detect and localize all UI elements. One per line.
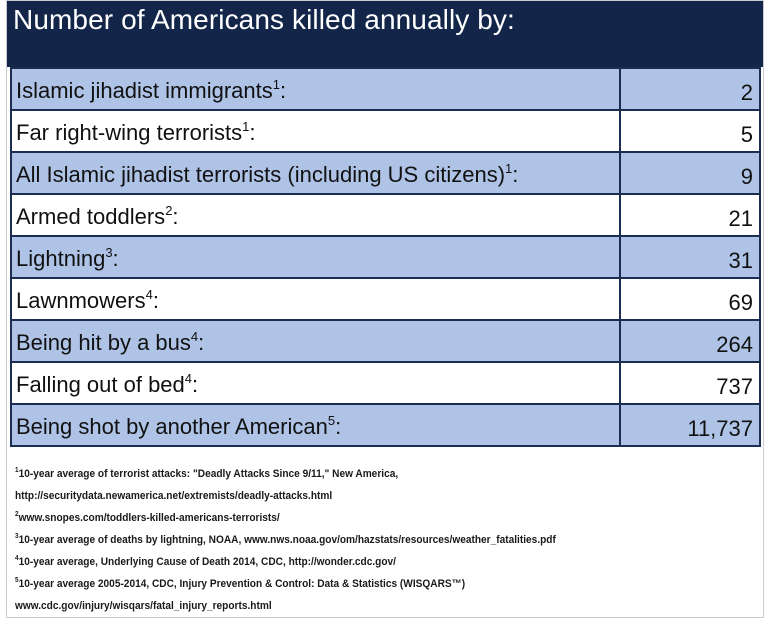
footnote-number: 4 — [15, 555, 19, 562]
row-label-colon: : — [512, 162, 519, 187]
footnote-text: 10-year average 2005-2014, CDC, Injury P… — [18, 578, 466, 590]
row-label-text: Armed toddlers — [16, 204, 166, 229]
footnote-number: 2 — [15, 511, 19, 518]
table-row: Lightning3: 31 — [10, 237, 761, 279]
footnote-ref: 4 — [184, 371, 193, 386]
row-label-text: All Islamic jihadist terrorists (includi… — [16, 162, 506, 187]
infographic: Number of Americans killed annually by: … — [6, 0, 764, 618]
footnote-ref: 4 — [145, 287, 153, 302]
row-value: 5 — [740, 122, 753, 147]
row-label: Lawnmowers4: — [16, 288, 159, 314]
row-value: 31 — [728, 248, 753, 273]
column-divider — [619, 69, 621, 109]
footnote-ref: 4 — [190, 329, 199, 344]
footnote-line: www.cdc.gov/injury/wisqars/fatal_injury_… — [15, 595, 696, 617]
column-divider — [619, 153, 621, 193]
row-label: Far right-wing terrorists1: — [16, 120, 256, 146]
column-divider — [619, 195, 621, 235]
row-label-text: Lightning — [16, 246, 106, 271]
row-label: Lightning3: — [16, 246, 119, 272]
row-label-text: Far right-wing terrorists — [16, 120, 243, 145]
footnote-line: http://securitydata.newamerica.net/extre… — [15, 485, 696, 507]
footnote-text: http://securitydata.newamerica.net/extre… — [15, 490, 333, 502]
row-value: 2 — [740, 80, 753, 105]
footnote-text: 10-year average of deaths by lightning, … — [18, 534, 556, 546]
footnote-line: 510-year average 2005-2014, CDC, Injury … — [15, 573, 696, 595]
row-label-colon: : — [152, 288, 159, 313]
row-label-colon: : — [335, 414, 342, 439]
table-row: Lawnmowers4: 69 — [10, 279, 761, 321]
table-row: Islamic jihadist immigrants1: 2 — [10, 69, 761, 111]
row-label-text: Being shot by another American — [16, 414, 328, 439]
table-row: Being hit by a bus4: 264 — [10, 321, 761, 363]
footnote-line: 410-year average, Underlying Cause of De… — [15, 551, 696, 573]
footnote-text: www.cdc.gov/injury/wisqars/fatal_injury_… — [15, 600, 272, 612]
row-value: 737 — [716, 374, 753, 399]
row-label-colon: : — [172, 204, 179, 229]
footnote-number: 3 — [15, 533, 19, 540]
row-value: 11,737 — [687, 416, 753, 441]
row-value: 21 — [728, 206, 753, 231]
footnote-ref: 5 — [327, 413, 336, 428]
footnote-text: 10-year average, Underlying Cause of Dea… — [18, 556, 396, 568]
table-row: Armed toddlers2: 21 — [10, 195, 761, 237]
table-row: Falling out of bed4: 737 — [10, 363, 761, 405]
footnote-line: 2www.snopes.com/toddlers-killed-american… — [15, 507, 696, 529]
table-row: Far right-wing terrorists1: 5 — [10, 111, 761, 153]
row-label-colon: : — [279, 78, 287, 103]
row-label-colon: : — [112, 246, 119, 271]
stats-table: Islamic jihadist immigrants1: 2 Far right-… — [10, 67, 761, 447]
row-value: 264 — [716, 332, 753, 357]
row-label-colon: : — [192, 372, 199, 397]
row-label: Armed toddlers2: — [16, 204, 179, 230]
row-value: 69 — [728, 290, 753, 315]
row-label-text: Being hit by a bus — [16, 330, 191, 355]
footnotes: 110-year average of terrorist attacks: "… — [15, 463, 755, 617]
footnote-ref: 1 — [242, 119, 250, 134]
page-title: Number of Americans killed annually by: — [13, 4, 515, 35]
row-label: All Islamic jihadist terrorists (includi… — [16, 162, 518, 188]
row-label: Islamic jihadist immigrants1: — [16, 78, 286, 104]
column-divider — [619, 237, 621, 277]
row-label: Being shot by another American5: — [16, 414, 341, 440]
row-label-text: Islamic jihadist immigrants — [16, 78, 273, 103]
row-label: Falling out of bed4: — [16, 372, 198, 398]
column-divider — [619, 405, 621, 445]
column-divider — [619, 279, 621, 319]
footnote-number: 5 — [15, 577, 19, 584]
footnote-number: 1 — [15, 467, 19, 474]
row-label: Being hit by a bus4: — [16, 330, 204, 356]
table-row: Being shot by another American5: 11,737 — [10, 405, 761, 447]
footnote-text: 10-year average of terrorist attacks: "D… — [18, 468, 399, 480]
row-value: 9 — [740, 164, 753, 189]
header-banner: Number of Americans killed annually by: — [7, 1, 763, 67]
footnote-ref: 3 — [105, 245, 113, 260]
footnote-line: 310-year average of deaths by lightning,… — [15, 529, 696, 551]
footnote-text: www.snopes.com/toddlers-killed-americans… — [18, 512, 280, 524]
row-label-text: Lawnmowers — [16, 288, 146, 313]
footnote-ref: 1 — [505, 161, 513, 176]
footnote-ref: 2 — [165, 203, 173, 218]
column-divider — [619, 321, 621, 361]
footnote-line: 110-year average of terrorist attacks: "… — [15, 463, 696, 485]
table-row: All Islamic jihadist terrorists (includi… — [10, 153, 761, 195]
footnote-ref: 1 — [272, 77, 280, 92]
row-label-text: Falling out of bed — [16, 372, 185, 397]
column-divider — [619, 363, 621, 403]
row-label-colon: : — [198, 330, 205, 355]
row-label-colon: : — [249, 120, 256, 145]
column-divider — [619, 111, 621, 151]
